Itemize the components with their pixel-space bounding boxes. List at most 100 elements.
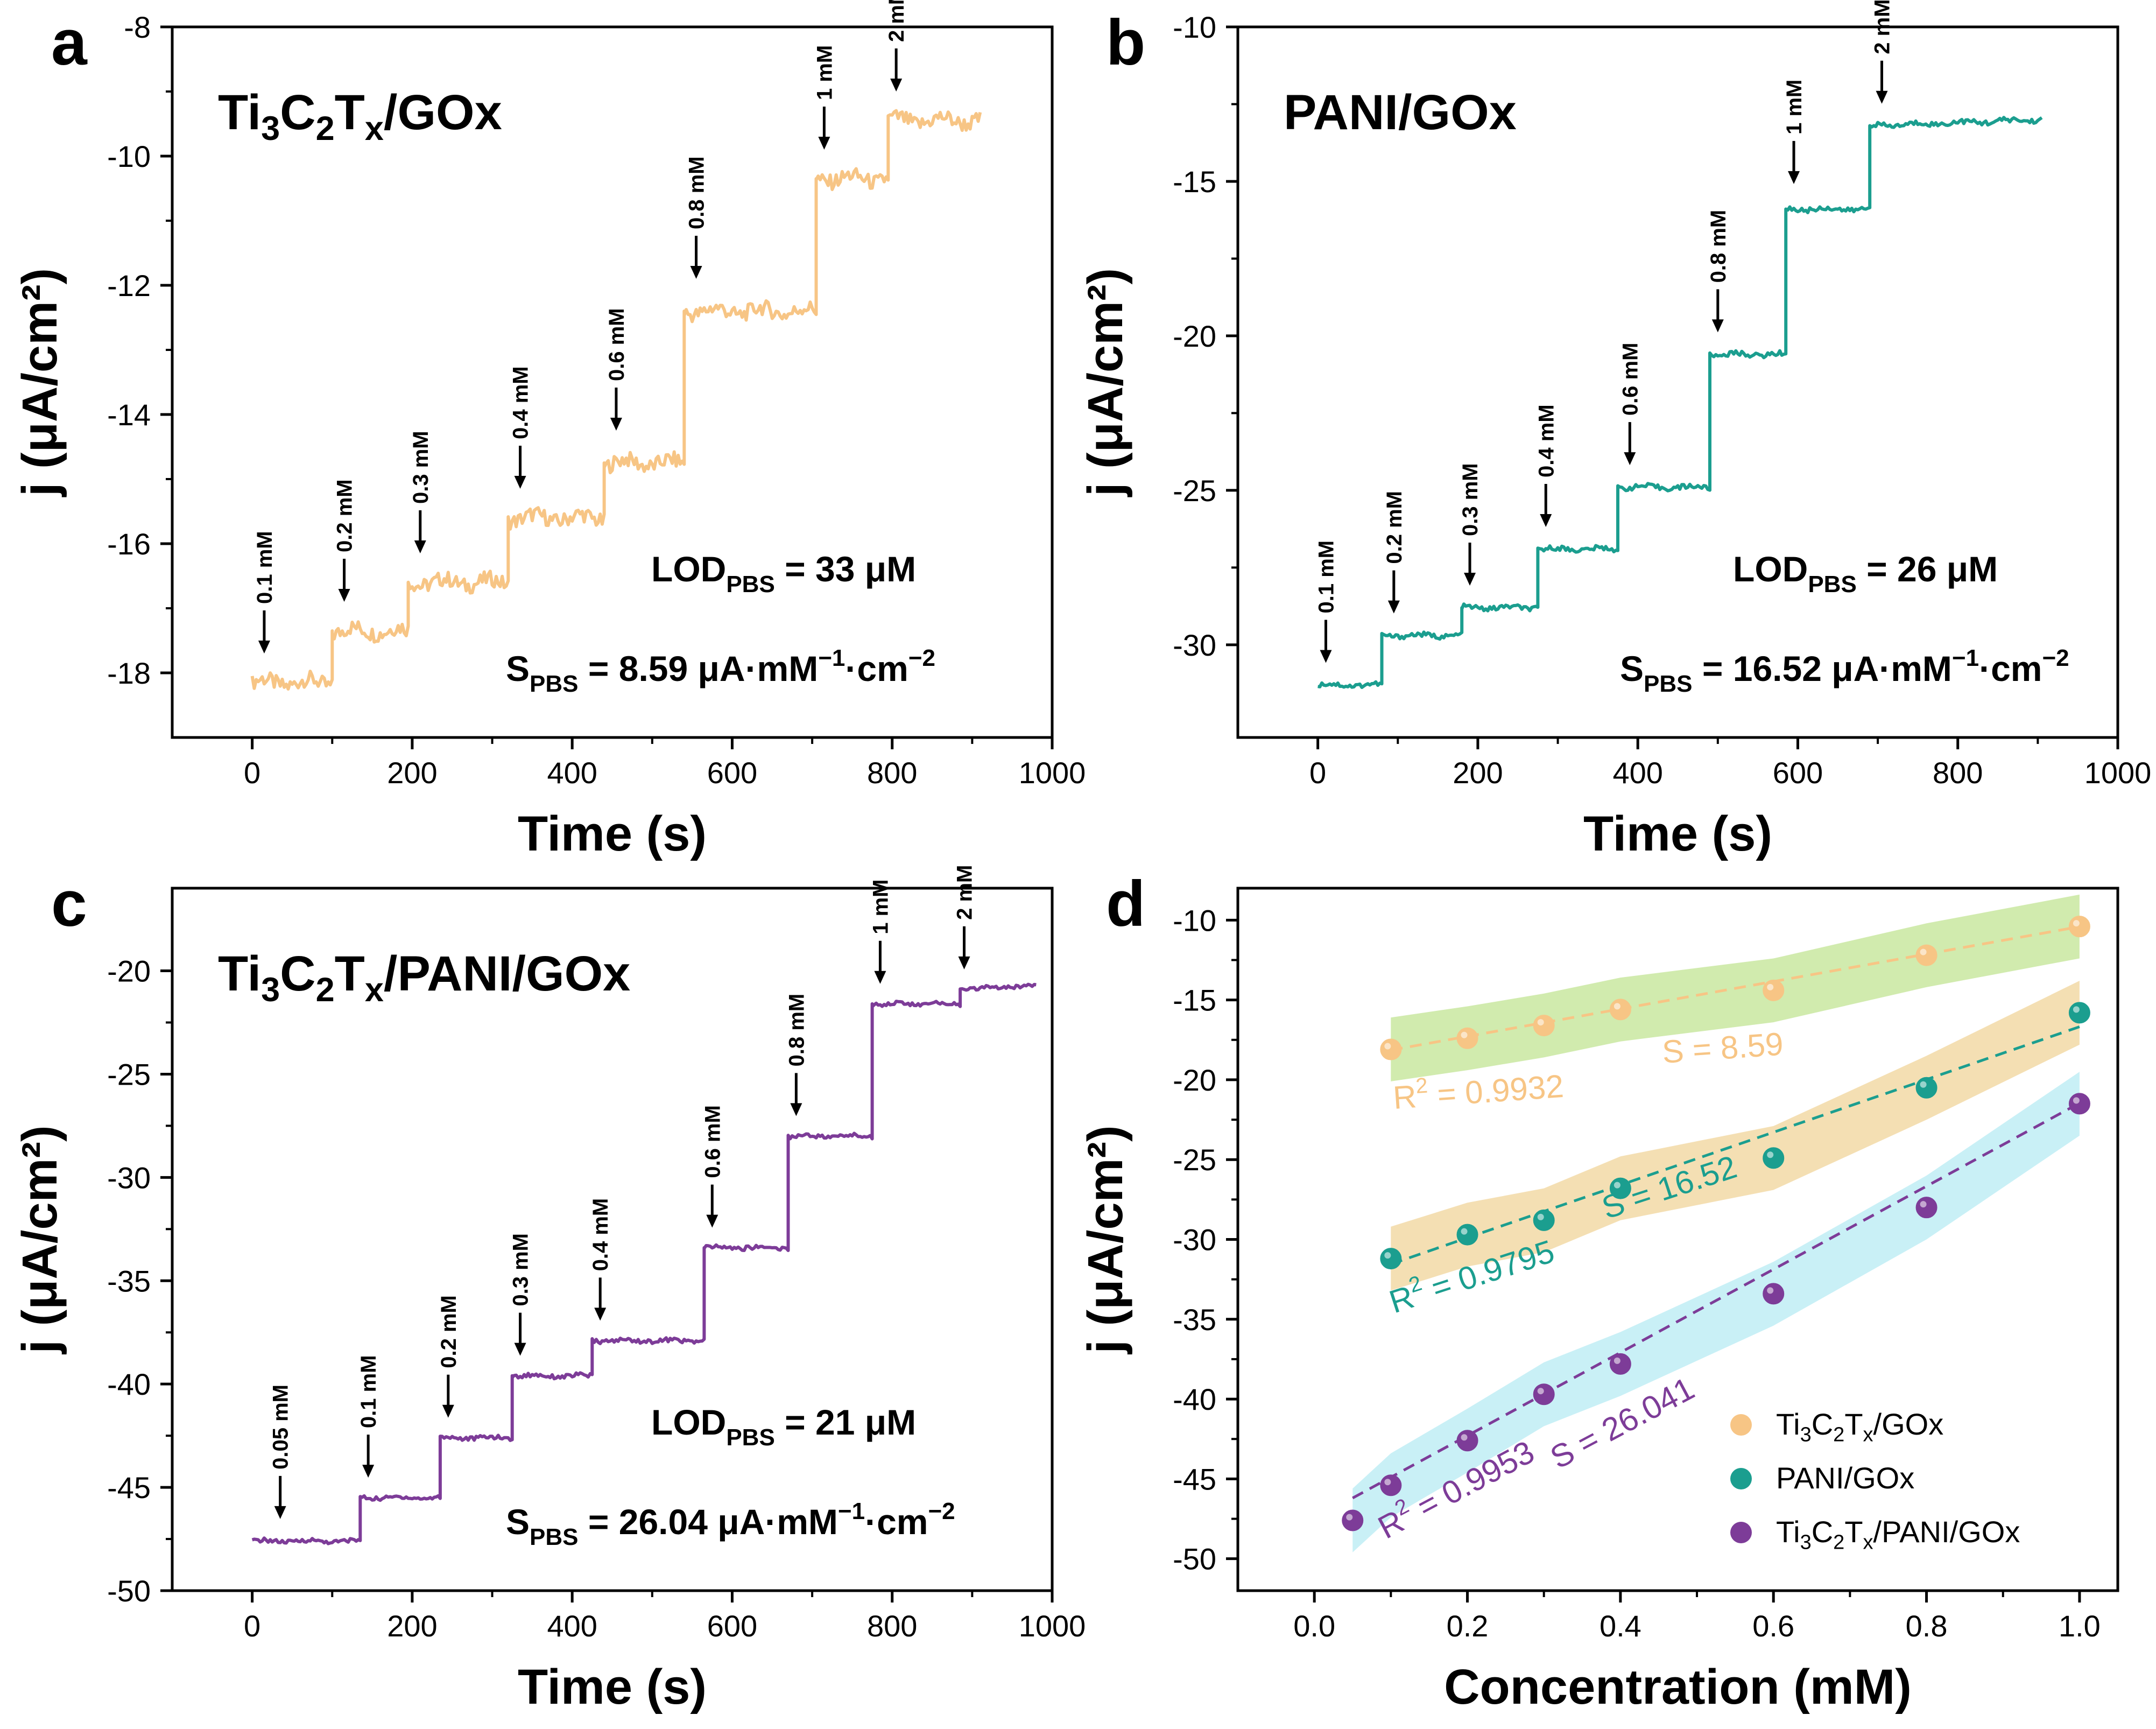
- step-label: 0.8 mM: [785, 994, 808, 1067]
- x-tick-label: 0: [1309, 756, 1326, 790]
- plot-frame: [171, 25, 1054, 739]
- step-label: 0.6 mM: [605, 308, 629, 381]
- panel-d-chart: 0.0 0.2 0.4 0.6 0.8 1.0 -10 -15 -20 -25 -30 -35 -40 -…: [1078, 887, 2119, 1714]
- x-tick-label: 0.8: [1906, 1609, 1948, 1643]
- data-point: [1456, 1430, 1478, 1452]
- y-axis-title: j (μA/cm²): [12, 1125, 67, 1354]
- data-point-highlight: [1384, 1043, 1391, 1050]
- x-tick-label: 200: [387, 756, 437, 790]
- step-arrow-head: [274, 1506, 286, 1519]
- data-point-highlight: [1920, 1201, 1927, 1208]
- data-point-highlight: [1767, 1151, 1774, 1158]
- legend-label: PANI/GOx: [1776, 1461, 1914, 1495]
- y-tick-label: -20: [1173, 1063, 1216, 1097]
- step-arrow-head: [958, 956, 970, 969]
- data-point: [1456, 1224, 1478, 1246]
- legend-marker: [1730, 1414, 1752, 1436]
- x-axis-title: Time (s): [518, 806, 707, 861]
- y-tick-label: -30: [1173, 1223, 1216, 1257]
- step-arrow-head: [1624, 452, 1636, 466]
- panel-title: Ti3C2Tx/GOx: [218, 85, 502, 147]
- panel-letter-d: d: [1106, 868, 1145, 940]
- data-point: [1533, 1383, 1555, 1405]
- y-tick-label: -10: [1173, 10, 1216, 44]
- step-arrow-head: [890, 79, 903, 92]
- data-point-highlight: [1767, 983, 1774, 990]
- x-tick-label: 1000: [2084, 756, 2152, 790]
- step-label: 2 mM: [1871, 0, 1894, 54]
- fit-confidence-band: [1391, 981, 2080, 1291]
- step-arrow-head: [338, 589, 350, 602]
- current-trace: [250, 109, 982, 691]
- step-label: 0.2 mM: [1383, 491, 1406, 564]
- step-label: 0.1 mM: [253, 531, 277, 604]
- y-tick-label: -45: [107, 1471, 151, 1505]
- y-tick-label: -35: [1173, 1303, 1216, 1337]
- x-axis-title: Concentration (mM): [1444, 1660, 1912, 1714]
- data-point-highlight: [1767, 1287, 1774, 1294]
- step-label: 0.8 mM: [1707, 210, 1730, 283]
- data-point: [1763, 1147, 1785, 1169]
- data-point: [1915, 1077, 1937, 1099]
- sensitivity-annotation: SPBS = 26.04 μA·mM−1·cm−2: [506, 1498, 955, 1550]
- x-tick-label: 600: [1773, 756, 1823, 790]
- x-tick-label: 0: [244, 756, 260, 790]
- data-point-highlight: [1920, 948, 1927, 955]
- x-tick-label: 0.6: [1752, 1609, 1794, 1643]
- x-tick-label: 0.2: [1447, 1609, 1489, 1643]
- data-point-highlight: [1614, 1003, 1620, 1010]
- step-arrow-head: [514, 476, 526, 489]
- y-axis-title: j (μA/cm²): [12, 268, 67, 497]
- y-tick-label: -30: [1173, 628, 1216, 662]
- step-label: 0.3 mM: [509, 1233, 533, 1306]
- step-label: 0.6 mM: [701, 1105, 724, 1178]
- step-arrow-head: [818, 137, 830, 150]
- current-trace: [1317, 116, 2043, 689]
- step-arrow-head: [1876, 90, 1888, 104]
- step-label: 0.2 mM: [333, 479, 357, 552]
- step-arrow-head: [610, 418, 622, 431]
- data-point: [1763, 979, 1785, 1001]
- data-point: [1533, 1015, 1555, 1037]
- data-point-highlight: [2073, 920, 2080, 927]
- data-point: [1763, 1283, 1785, 1305]
- current-trace: [251, 982, 1037, 1545]
- panel-title: Ti3C2Tx/PANI/GOx: [218, 946, 630, 1009]
- step-label: 0.2 mM: [437, 1295, 461, 1368]
- y-tick-label: -15: [1173, 983, 1216, 1017]
- y-tick-label: -40: [107, 1367, 151, 1401]
- y-tick-label: -10: [1173, 903, 1216, 937]
- x-tick-label: 1.0: [2059, 1609, 2101, 1643]
- y-axis-title: j (μA/cm²): [1078, 268, 1133, 497]
- step-arrow-head: [706, 1214, 718, 1228]
- y-tick-label: -50: [1173, 1542, 1216, 1576]
- data-point-highlight: [1461, 1434, 1468, 1441]
- data-point: [1609, 999, 1631, 1021]
- legend-label: Ti3C2Tx/PANI/GOx: [1776, 1515, 2020, 1554]
- step-label: 0.8 mM: [685, 156, 709, 229]
- step-arrow-head: [258, 641, 270, 653]
- data-point-highlight: [1920, 1081, 1927, 1088]
- data-point: [1380, 1248, 1402, 1270]
- data-point-highlight: [1461, 1031, 1468, 1038]
- data-point: [2068, 1002, 2090, 1024]
- step-arrow-head: [1540, 514, 1552, 527]
- y-tick-label: -40: [1173, 1382, 1216, 1416]
- y-tick-label: -14: [107, 398, 151, 432]
- data-point-highlight: [1461, 1228, 1468, 1235]
- plot-frame: [1236, 25, 2119, 739]
- step-arrow-head: [414, 540, 426, 553]
- step-label: 0.4 mM: [509, 366, 533, 439]
- step-label: 0.6 mM: [1618, 343, 1642, 416]
- x-tick-label: 0.0: [1293, 1609, 1335, 1643]
- step-arrow-head: [514, 1343, 526, 1356]
- y-tick-label: -25: [107, 1057, 151, 1091]
- x-tick-label: 600: [707, 1609, 757, 1643]
- step-label: 0.3 mM: [1459, 463, 1482, 536]
- data-point-highlight: [1614, 1357, 1620, 1364]
- x-tick-label: 200: [387, 1609, 437, 1643]
- sensitivity-annotation: SPBS = 8.59 μA·mM−1·cm−2: [506, 645, 935, 697]
- y-tick-label: -10: [107, 139, 151, 173]
- data-point-highlight: [1537, 1388, 1544, 1395]
